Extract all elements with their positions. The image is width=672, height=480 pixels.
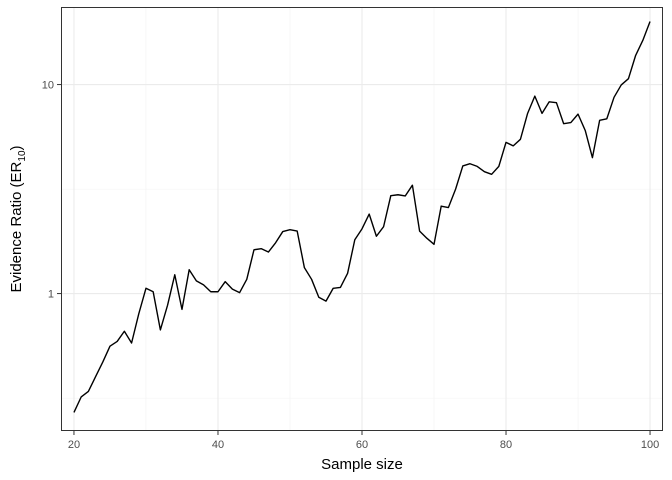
panel-border: [61, 7, 663, 431]
x-tick-label: 20: [68, 439, 80, 451]
series-line: [73, 21, 651, 413]
y-axis-title: Evidence Ratio (ER10): [8, 145, 28, 292]
plot-panel: [61, 7, 663, 431]
x-axis-title: Sample size: [321, 456, 403, 473]
y-tick-label: 10: [42, 80, 54, 92]
x-tick-label: 40: [212, 439, 224, 451]
x-tick-label: 60: [356, 439, 368, 451]
y-tick-label: 1: [48, 289, 54, 301]
x-tick-label: 80: [500, 439, 512, 451]
y-axis: 1 10: [42, 80, 61, 301]
major-grid: [61, 7, 663, 431]
y-axis-title-main: Evidence Ratio (ER: [8, 161, 25, 292]
y-axis-title-subscript: 10: [17, 150, 28, 162]
y-axis-title-close: ): [8, 145, 25, 150]
x-tick-label: 100: [641, 439, 659, 451]
x-axis: 20 40 60 80 100: [68, 431, 659, 451]
